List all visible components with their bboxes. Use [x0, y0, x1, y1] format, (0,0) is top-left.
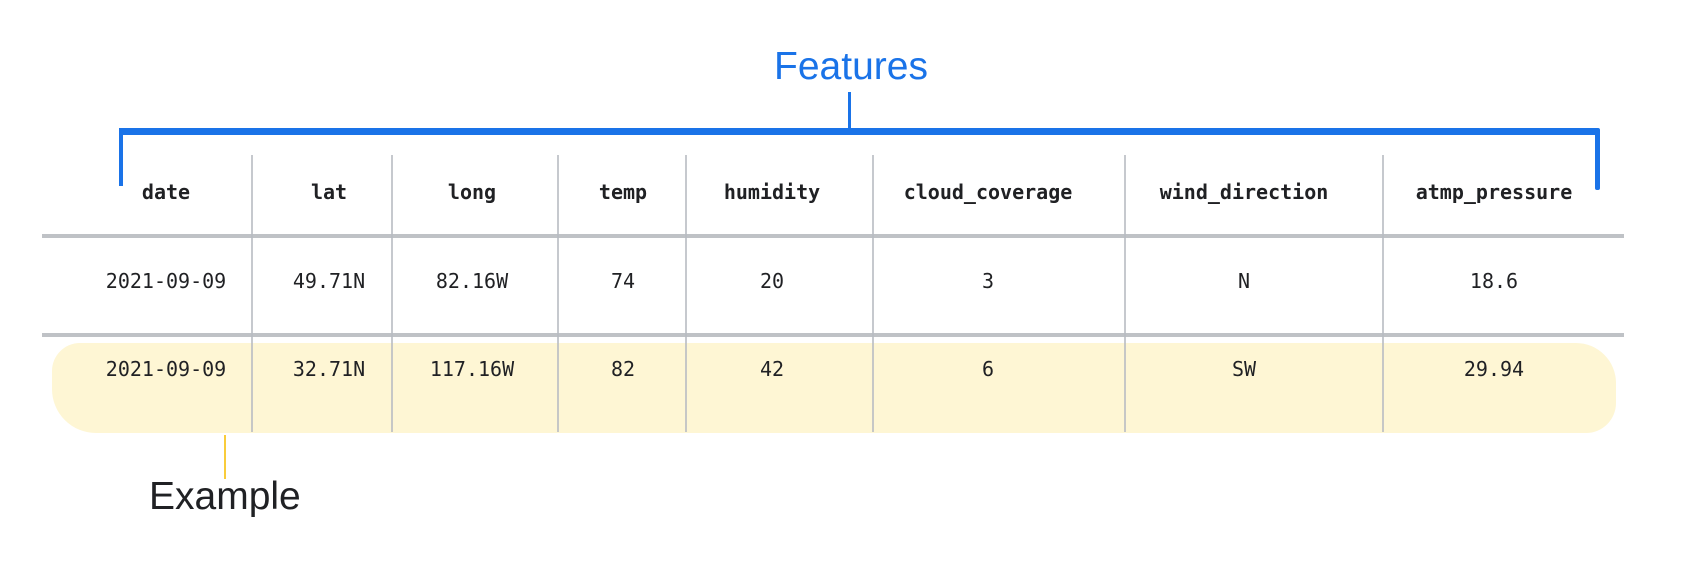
- features-bracket-right: [1595, 128, 1600, 190]
- column-divider: [391, 155, 393, 432]
- column-divider: [1382, 155, 1384, 432]
- table-cell: 117.16W: [429, 357, 515, 381]
- table-cell: 2021-09-09: [105, 269, 227, 293]
- row-divider: [42, 333, 1624, 337]
- column-header-long: long: [447, 180, 497, 204]
- table-cell: SW: [1231, 357, 1257, 381]
- column-divider: [1124, 155, 1126, 432]
- column-header-atmp_pressure: atmp_pressure: [1415, 180, 1573, 204]
- column-header-lat: lat: [310, 180, 348, 204]
- example-label: Example: [149, 475, 301, 518]
- table-cell: 29.94: [1463, 357, 1525, 381]
- column-header-date: date: [141, 180, 191, 204]
- table-cell: 6: [981, 357, 995, 381]
- table-cell: 42: [759, 357, 785, 381]
- table-cell: 20: [759, 269, 785, 293]
- column-header-cloud_coverage: cloud_coverage: [903, 180, 1073, 204]
- column-divider: [557, 155, 559, 432]
- table-cell: 82.16W: [435, 269, 509, 293]
- header-divider: [42, 234, 1624, 238]
- features-bracket-stem: [848, 92, 851, 132]
- table-cell: 18.6: [1469, 269, 1519, 293]
- table-cell: 3: [981, 269, 995, 293]
- column-header-wind_direction: wind_direction: [1159, 180, 1329, 204]
- example-row-highlight: [52, 343, 1616, 433]
- column-header-humidity: humidity: [723, 180, 821, 204]
- table-cell: N: [1237, 269, 1251, 293]
- table-cell: 74: [610, 269, 636, 293]
- column-divider: [251, 155, 253, 432]
- features-bracket-top: [119, 128, 1600, 135]
- table-cell: 82: [610, 357, 636, 381]
- column-divider: [685, 155, 687, 432]
- table-cell: 32.71N: [292, 357, 366, 381]
- table-cell: 49.71N: [292, 269, 366, 293]
- table-cell: 2021-09-09: [105, 357, 227, 381]
- column-header-temp: temp: [598, 180, 648, 204]
- column-divider: [872, 155, 874, 432]
- example-pointer-line: [224, 435, 226, 479]
- features-bracket-left: [119, 128, 123, 186]
- features-label: Features: [774, 45, 928, 88]
